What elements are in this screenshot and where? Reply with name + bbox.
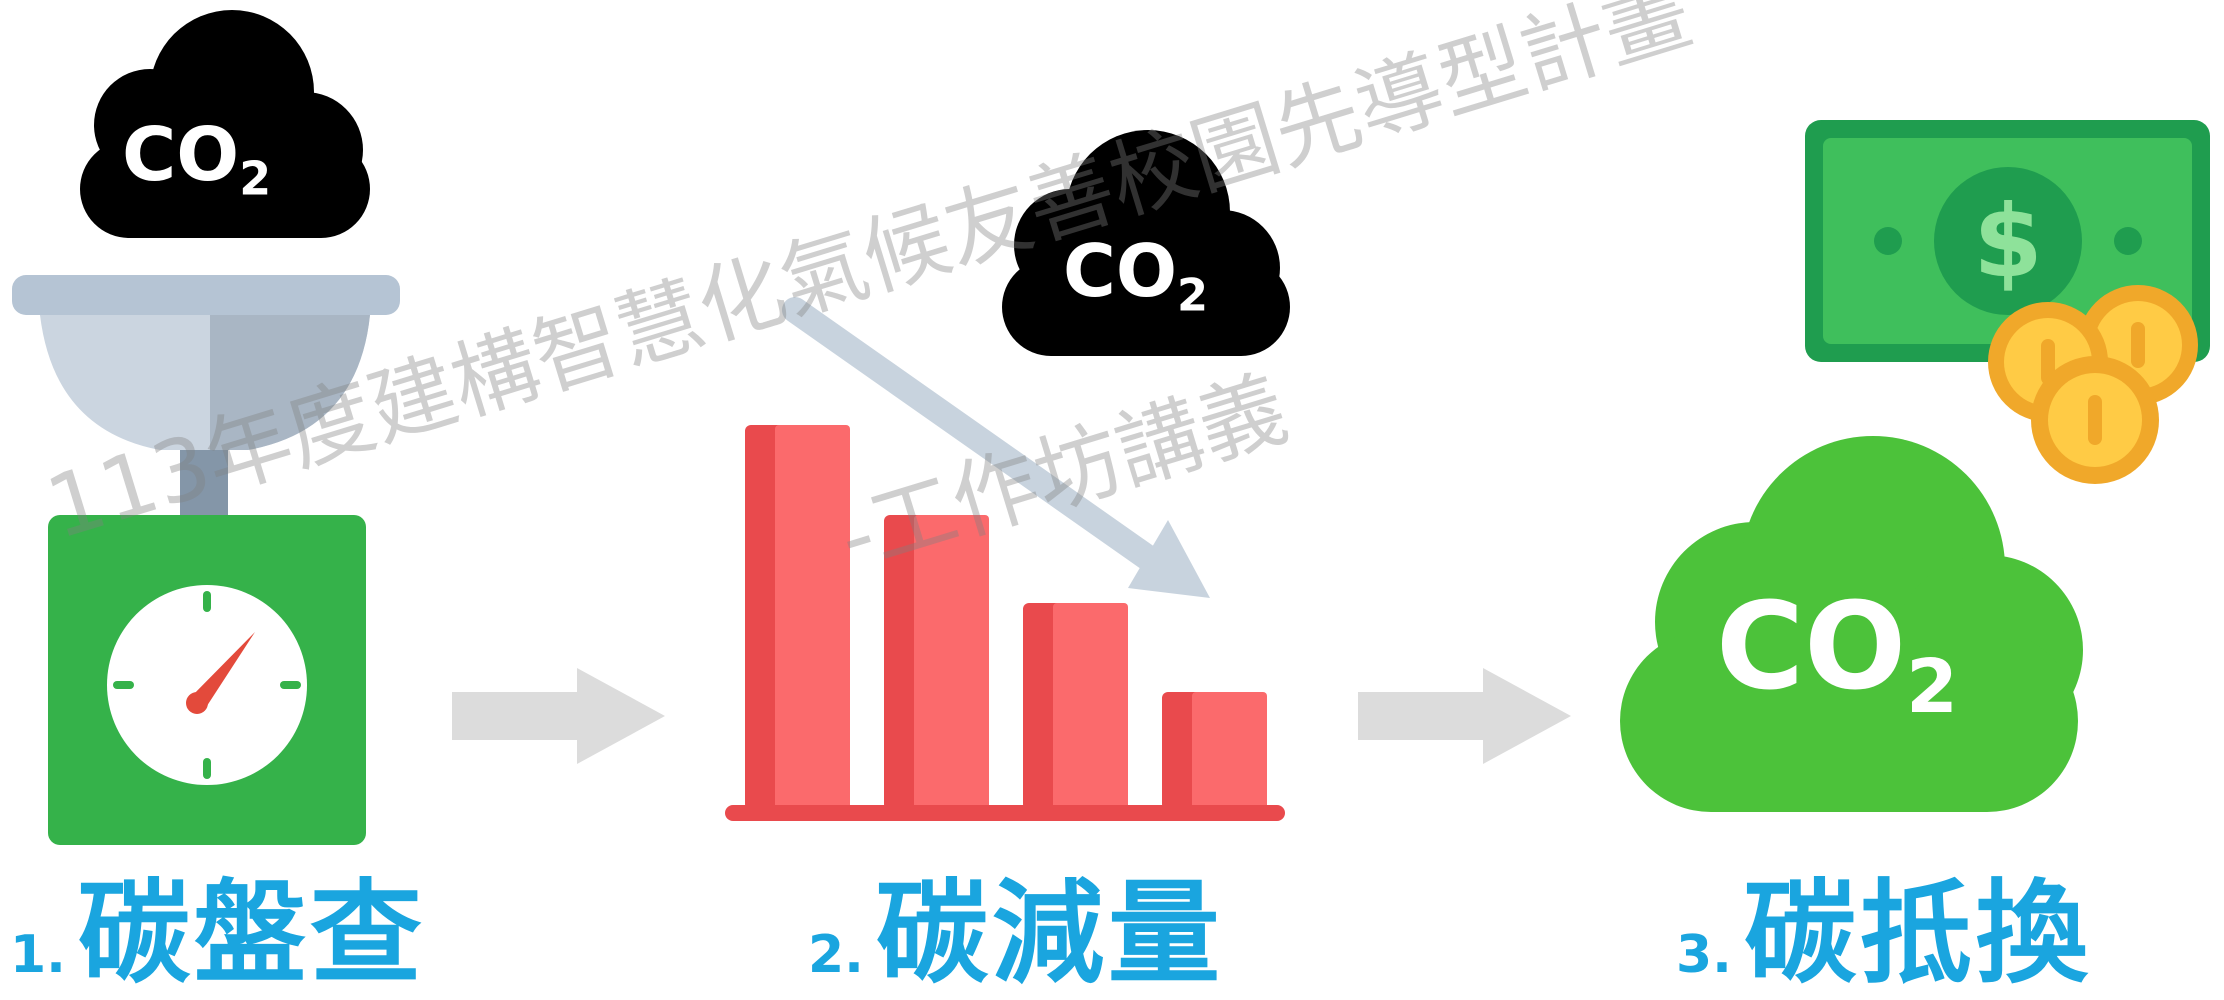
co2-badge-2: CO2 [1063,235,1208,318]
co2-badge-1-text: CO2 [122,112,272,206]
right-arrow-icon-2 [1358,668,1571,764]
step-number-2: 2. [808,925,864,985]
step-title-1: 碳盤查 [77,869,426,999]
downward-trend-arrow-icon [782,297,1210,598]
black-cloud-icon-1 [80,10,370,238]
dollar-sign-icon: $ [1973,183,2043,300]
black-cloud-icon-2 [1002,130,1290,356]
gold-coins-icon [1988,285,2198,484]
step-label-1: 1. 碳盤查 [10,878,426,998]
co2-badge-2-text: CO2 [1063,229,1209,322]
scale-icon [12,275,400,845]
step-number-3: 3. [1676,925,1732,985]
step-title-2: 碳減量 [875,869,1224,999]
step-label-3: 3. 碳抵換 [1676,878,2092,998]
co2-badge-1: CO2 [122,118,271,202]
co2-subscript: 2 [239,151,272,206]
right-arrow-icon-1 [452,668,665,764]
step-number-1: 1. [10,925,66,985]
co2-badge-3: CO2 [1716,588,1958,724]
step-label-2: 2. 碳減量 [808,878,1224,998]
declining-bar-chart-icon [725,425,1285,821]
co2-badge-3-text: CO2 [1716,578,1958,730]
co2-subscript: 2 [1906,642,1958,730]
co2-subscript: 2 [1177,269,1209,322]
green-cloud-icon [1620,436,2083,812]
step-title-3: 碳抵換 [1743,869,2092,999]
